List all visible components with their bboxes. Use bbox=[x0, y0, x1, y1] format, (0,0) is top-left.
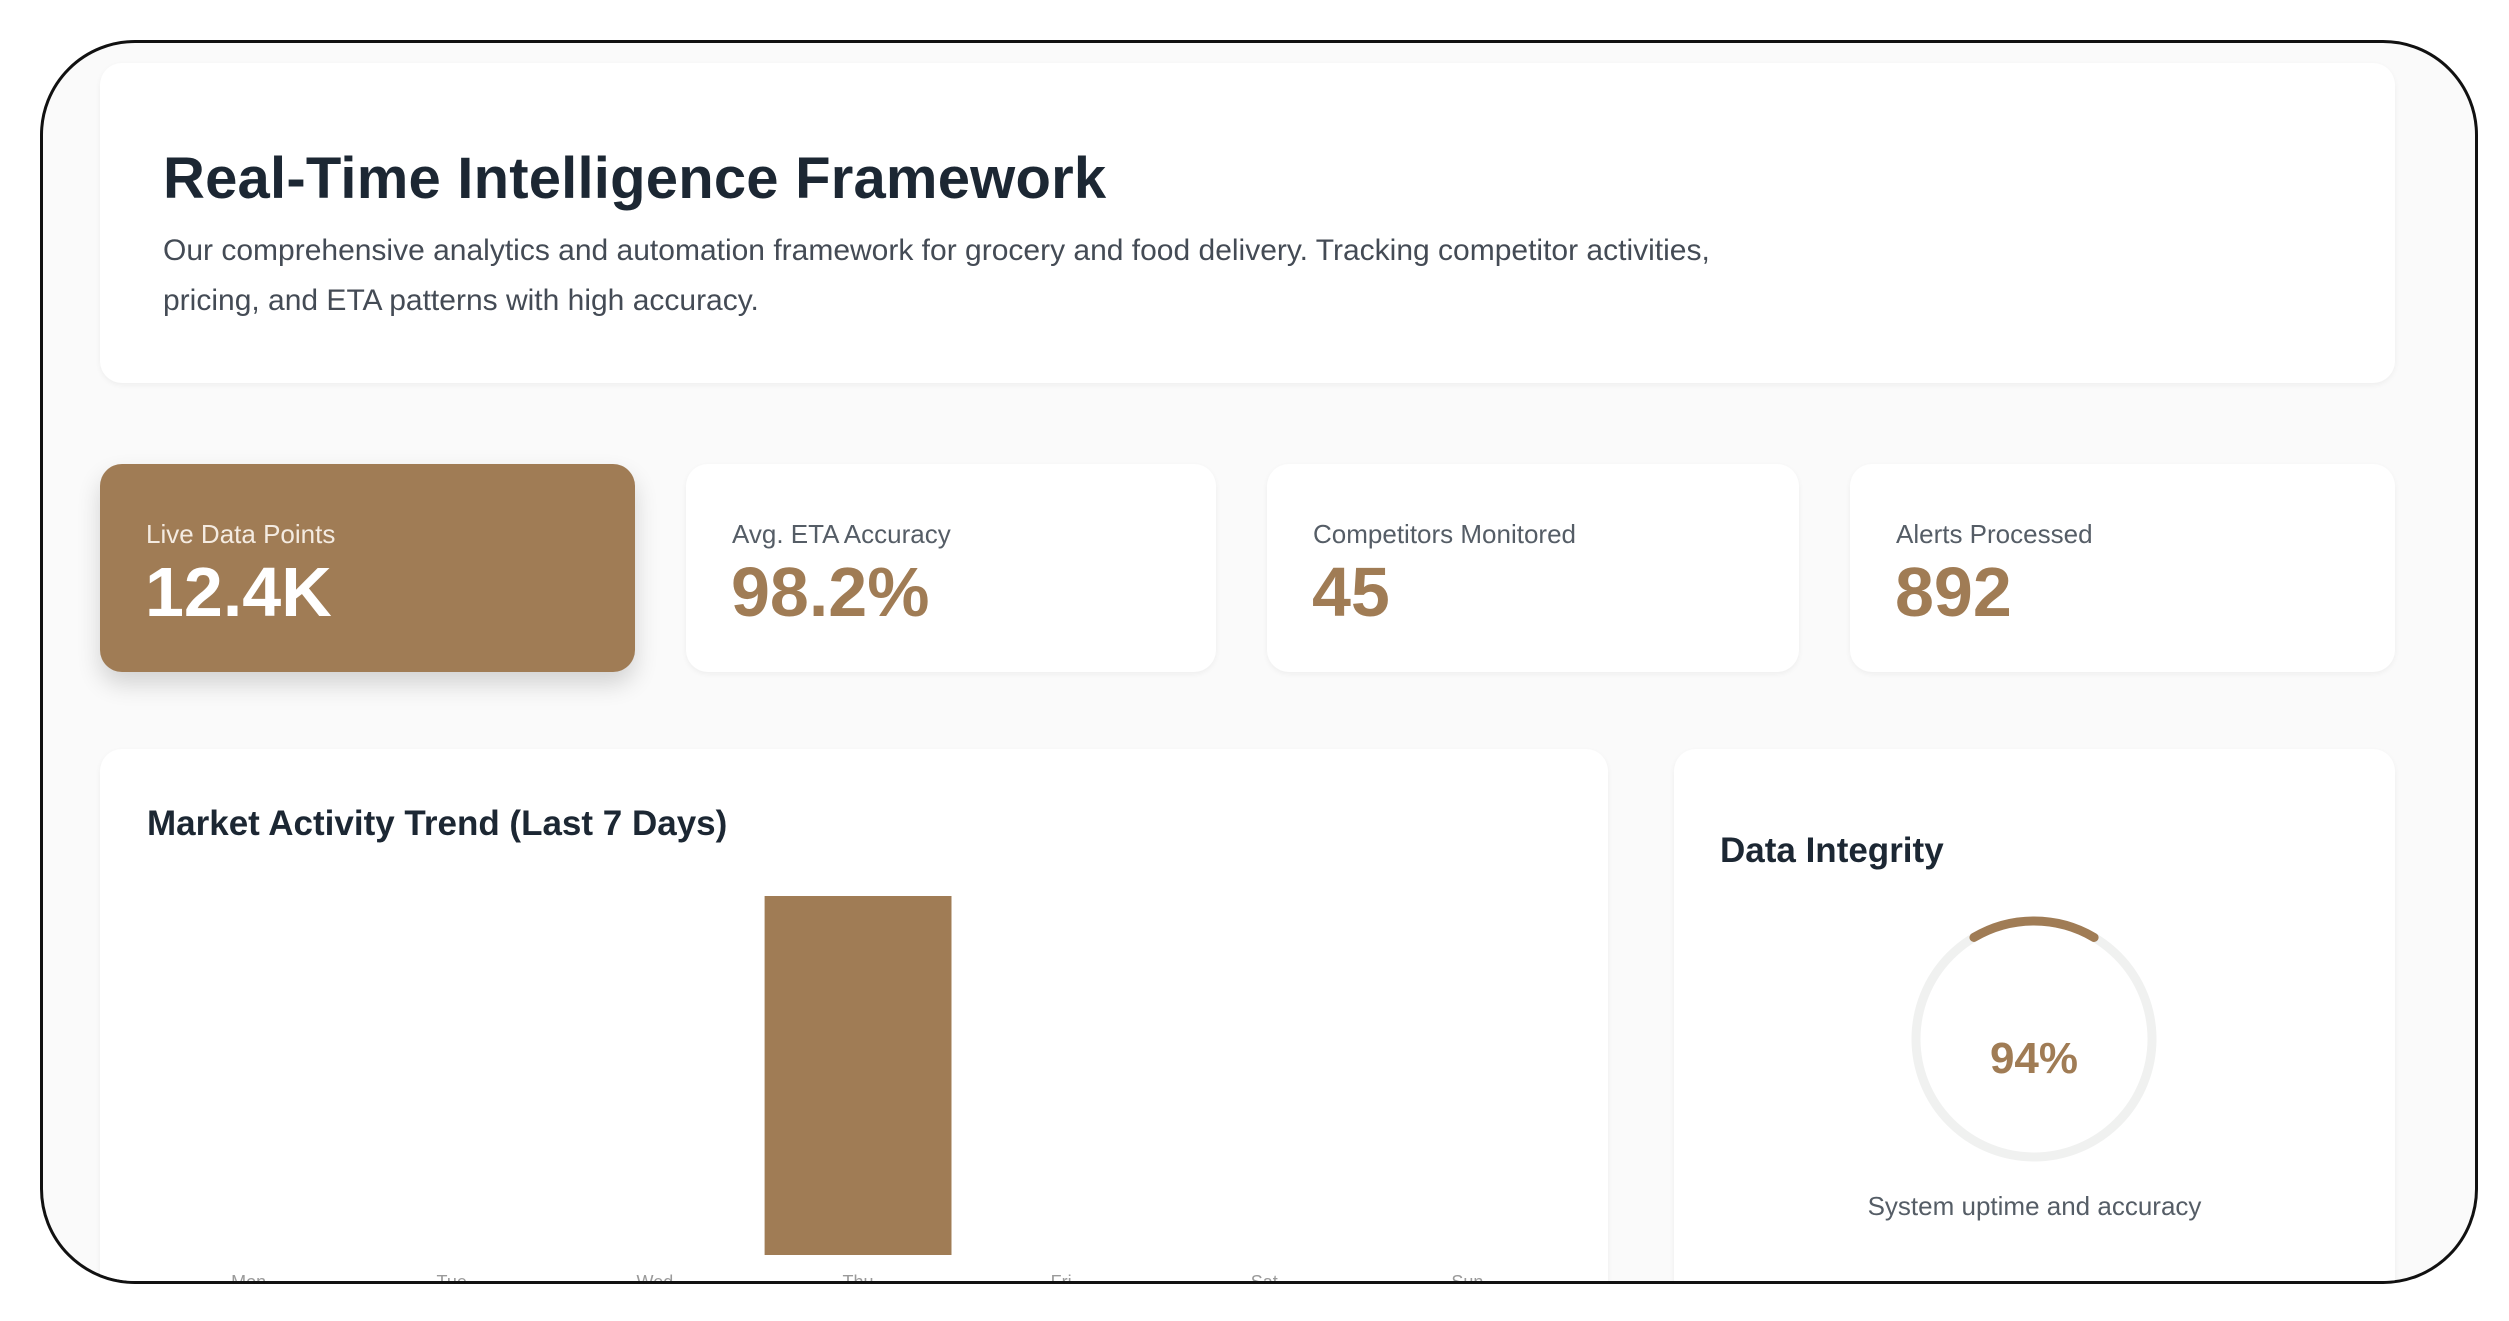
stat-card-eta-accuracy[interactable]: Avg. ETA Accuracy 98.2% bbox=[686, 464, 1216, 672]
stat-card-live-data-points[interactable]: Live Data Points 12.4K bbox=[100, 464, 635, 672]
integrity-title: Data Integrity bbox=[1720, 831, 1944, 870]
integrity-gauge bbox=[1911, 916, 2157, 1162]
chart-title: Market Activity Trend (Last 7 Days) bbox=[147, 804, 728, 843]
x-tick-label-thu: Thu bbox=[842, 1272, 873, 1284]
x-tick-label-tue: Tue bbox=[437, 1272, 467, 1284]
stat-label: Alerts Processed bbox=[1896, 519, 2093, 549]
page-description: Our comprehensive analytics and automati… bbox=[163, 234, 1710, 317]
stat-label: Live Data Points bbox=[146, 519, 336, 549]
x-tick-label-sun: Sun bbox=[1451, 1272, 1483, 1284]
stat-card-competitors-monitored[interactable]: Competitors Monitored 45 bbox=[1267, 464, 1799, 672]
integrity-caption: System uptime and accuracy bbox=[1867, 1191, 2202, 1221]
stat-value: 45 bbox=[1312, 553, 1390, 631]
dashboard-frame: Real-Time Intelligence Framework Our com… bbox=[40, 40, 2478, 1284]
page-title: Real-Time Intelligence Framework bbox=[163, 146, 1107, 211]
header-card: Real-Time Intelligence Framework Our com… bbox=[100, 63, 2395, 383]
stat-card-alerts-processed[interactable]: Alerts Processed 892 bbox=[1850, 464, 2395, 672]
stat-value: 98.2% bbox=[731, 553, 930, 631]
market-activity-chart: Mon Tue Wed Thu Fri Sat Sun bbox=[231, 896, 1483, 1284]
market-activity-chart-card: Market Activity Trend (Last 7 Days) Mon T… bbox=[100, 749, 1608, 1284]
x-tick-label-mon: Mon bbox=[231, 1272, 266, 1284]
integrity-value: 94% bbox=[1989, 1034, 2079, 1083]
gauge-progress-arc bbox=[1911, 916, 2157, 1162]
stat-label: Avg. ETA Accuracy bbox=[732, 519, 951, 549]
data-integrity-card: Data Integrity 94% System uptime and acc… bbox=[1674, 749, 2395, 1281]
stat-label: Competitors Monitored bbox=[1313, 519, 1576, 549]
bar-thu bbox=[764, 896, 952, 1255]
x-tick-label-fri: Fri bbox=[1051, 1272, 1072, 1284]
stat-value: 12.4K bbox=[145, 553, 332, 631]
x-tick-label-wed: Wed bbox=[637, 1272, 674, 1284]
stat-value: 892 bbox=[1895, 553, 2012, 631]
x-tick-label-sat: Sat bbox=[1251, 1272, 1278, 1284]
